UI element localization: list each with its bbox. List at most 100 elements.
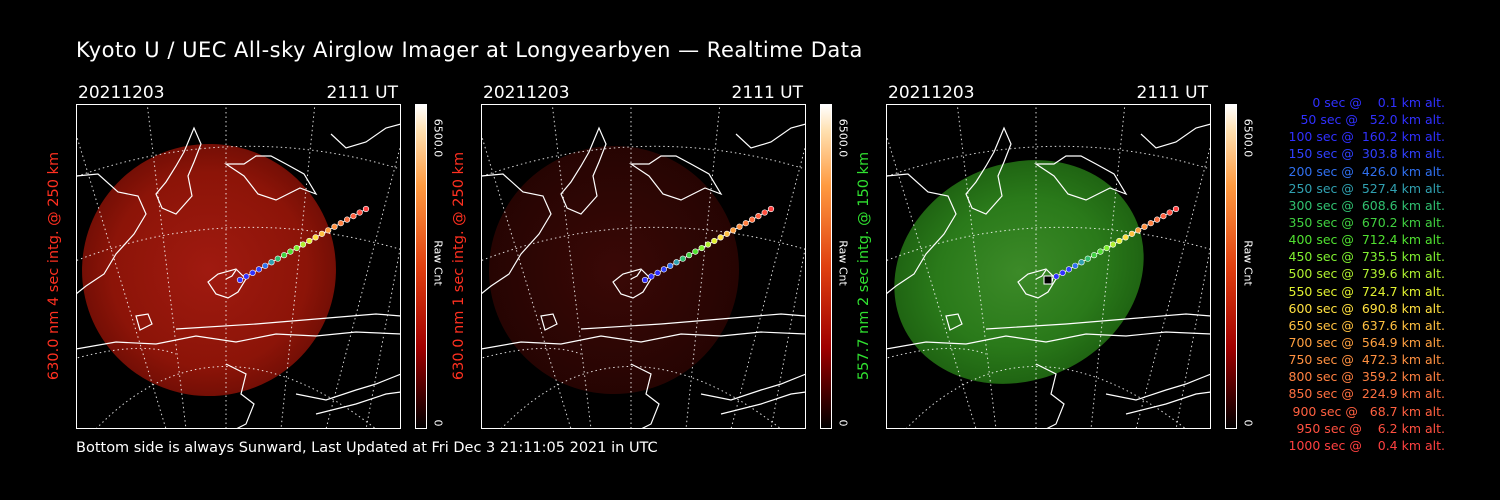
page-title: Kyoto U / UEC All-sky Airglow Imager at … xyxy=(76,38,863,62)
trajectory-point xyxy=(356,209,363,216)
panel-time: 2111 UT xyxy=(1136,83,1209,103)
trajectory-legend: 0 sec @ 0.1 km alt. 50 sec @ 52.0 km alt… xyxy=(1270,94,1446,454)
airglow-disc xyxy=(82,143,336,397)
trajectory-point xyxy=(1122,234,1129,241)
trajectory-point xyxy=(717,234,724,241)
legend-row: 700 sec @ 564.9 km alt. xyxy=(1284,334,1446,350)
satellite-trajectory xyxy=(1043,205,1180,285)
trajectory-point xyxy=(755,212,762,220)
legend-row: 400 sec @ 712.4 km alt. xyxy=(1284,232,1446,248)
trajectory-point xyxy=(293,244,300,252)
legend-row: 550 sec @ 724.7 km alt. xyxy=(1284,283,1446,299)
trajectory-point xyxy=(761,209,768,216)
graticule xyxy=(481,104,806,429)
trajectory-point xyxy=(1147,220,1154,227)
legend-row: 750 sec @ 472.3 km alt. xyxy=(1284,352,1446,368)
panel-date: 20211203 xyxy=(483,83,570,103)
colorbar xyxy=(415,104,427,429)
legend-row: 800 sec @ 359.2 km alt. xyxy=(1284,369,1446,385)
coastline xyxy=(886,123,1211,429)
trajectory-point xyxy=(1072,262,1079,269)
legend-row: 600 sec @ 690.8 km alt. xyxy=(1284,300,1446,316)
trajectory-point xyxy=(730,227,737,234)
trajectory-point xyxy=(306,237,313,245)
panel-time: 2111 UT xyxy=(326,83,399,103)
trajectory-point xyxy=(299,241,307,248)
trajectory-point xyxy=(1128,230,1135,237)
legend-row: 450 sec @ 735.5 km alt. xyxy=(1284,249,1446,265)
trajectory-point xyxy=(711,237,718,245)
trajectory-point xyxy=(1097,248,1104,255)
trajectory-point xyxy=(742,220,749,227)
legend-row: 100 sec @ 160.2 km alt. xyxy=(1284,129,1446,145)
legend-row: 900 sec @ 68.7 km alt. xyxy=(1288,403,1445,419)
trajectory-point xyxy=(1091,252,1098,259)
trajectory-point xyxy=(1166,209,1173,216)
trajectory-point xyxy=(723,230,730,237)
trajectory-point xyxy=(698,244,705,252)
colorbar xyxy=(1225,104,1237,429)
colorbar xyxy=(820,104,832,429)
trajectory-point xyxy=(654,269,661,276)
legend-row: 0 sec @ 0.1 km alt. xyxy=(1300,95,1445,110)
trajectory-point xyxy=(331,223,338,230)
panel-time: 2111 UT xyxy=(731,83,804,103)
trajectory-point xyxy=(268,259,275,266)
allsky-image xyxy=(886,104,1211,429)
legend-row: 650 sec @ 637.6 km alt. xyxy=(1284,317,1446,333)
trajectory-point xyxy=(325,227,332,234)
legend-row: 350 sec @ 670.2 km alt. xyxy=(1284,214,1446,230)
satellite-trajectory xyxy=(236,205,370,284)
trajectory-point xyxy=(255,266,262,273)
trajectory-point xyxy=(362,205,370,213)
trajectory-point xyxy=(648,273,655,280)
legend-row: 500 sec @ 739.6 km alt. xyxy=(1284,266,1446,282)
trajectory-point xyxy=(767,205,775,213)
trajectory-point xyxy=(660,266,667,273)
trajectory-point xyxy=(1078,259,1085,266)
legend-row: 200 sec @ 426.0 km alt. xyxy=(1284,163,1446,179)
allsky-image xyxy=(481,104,806,429)
airglow-disc xyxy=(489,145,739,395)
trajectory-point xyxy=(281,252,288,259)
trajectory-point xyxy=(1160,212,1167,220)
trajectory-point xyxy=(262,262,269,269)
trajectory-point xyxy=(1053,273,1060,280)
legend-row: 850 sec @ 224.9 km alt. xyxy=(1284,386,1446,402)
trajectory-point xyxy=(686,252,693,259)
trajectory-point xyxy=(1103,244,1110,252)
graticule xyxy=(886,104,1211,429)
trajectory-point xyxy=(641,276,649,284)
trajectory-point xyxy=(1065,266,1072,273)
trajectory-point xyxy=(287,248,294,255)
coastline xyxy=(76,123,401,429)
satellite-trajectory xyxy=(641,205,775,284)
trajectory-point xyxy=(236,276,244,284)
trajectory-point xyxy=(749,216,756,223)
legend-row: 250 sec @ 527.4 km alt. xyxy=(1284,180,1446,196)
legend-row: 300 sec @ 608.6 km alt. xyxy=(1284,197,1446,213)
trajectory-point xyxy=(1141,223,1148,230)
trajectory-point xyxy=(249,269,256,276)
trajectory-point xyxy=(312,234,319,241)
panel-557-2s: 20211203 2111 UT 557.7 nm 2 sec intg. @ … xyxy=(856,80,1286,430)
legend-row: 150 sec @ 303.8 km alt. xyxy=(1284,146,1446,162)
trajectory-point xyxy=(344,216,351,223)
trajectory-point xyxy=(1135,227,1142,234)
airglow-disc xyxy=(894,160,1144,384)
trajectory-point xyxy=(1059,269,1066,276)
legend-row: 950 sec @ 6.2 km alt. xyxy=(1292,420,1445,436)
coastline xyxy=(481,123,806,429)
trajectory-point xyxy=(1116,237,1123,245)
legend-row: 1000 sec @ 0.4 km alt. xyxy=(1288,437,1445,453)
trajectory-point xyxy=(1084,255,1091,262)
panel-date: 20211203 xyxy=(888,83,975,103)
panel-date: 20211203 xyxy=(78,83,165,103)
graticule xyxy=(76,104,401,429)
legend-row: 50 sec @ 52.0 km alt. xyxy=(1292,112,1445,128)
trajectory-point xyxy=(318,230,325,237)
trajectory-point xyxy=(337,220,344,227)
trajectory-point xyxy=(704,241,712,248)
trajectory-point xyxy=(667,262,674,269)
trajectory-point xyxy=(243,273,250,280)
